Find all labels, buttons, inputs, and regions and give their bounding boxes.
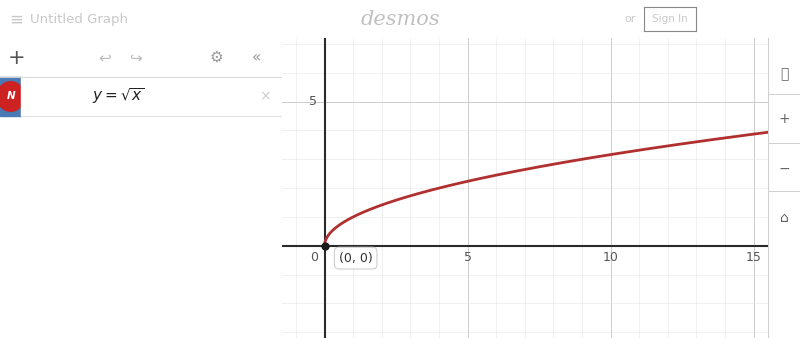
Text: desmos: desmos [360,9,440,29]
Text: ↩: ↩ [98,50,110,65]
Text: +: + [8,48,26,68]
Text: 15: 15 [746,251,762,264]
Text: N: N [6,92,15,101]
Text: Create Account: Create Account [509,14,599,24]
Text: (0, 0): (0, 0) [339,251,373,265]
Text: 5: 5 [310,95,318,108]
Text: 🔧: 🔧 [780,67,788,81]
Text: 0: 0 [310,251,318,264]
Text: ×: × [259,90,270,103]
Text: ⌂: ⌂ [780,211,788,225]
Text: ⚙: ⚙ [210,50,224,65]
Text: Untitled Graph: Untitled Graph [30,13,128,26]
Text: ↪: ↪ [129,50,142,65]
Text: or: or [624,14,635,24]
Text: «: « [252,50,261,65]
Text: $y = \sqrt{x}$: $y = \sqrt{x}$ [92,87,145,106]
Text: 10: 10 [602,251,618,264]
Bar [21,77,282,116]
Circle shape [0,82,25,111]
Bar [0,77,21,116]
Text: ≡: ≡ [10,10,23,28]
Text: 5: 5 [463,251,471,264]
Text: +: + [778,112,790,126]
Text: −: − [778,162,790,176]
Text: Sign In: Sign In [652,14,688,24]
